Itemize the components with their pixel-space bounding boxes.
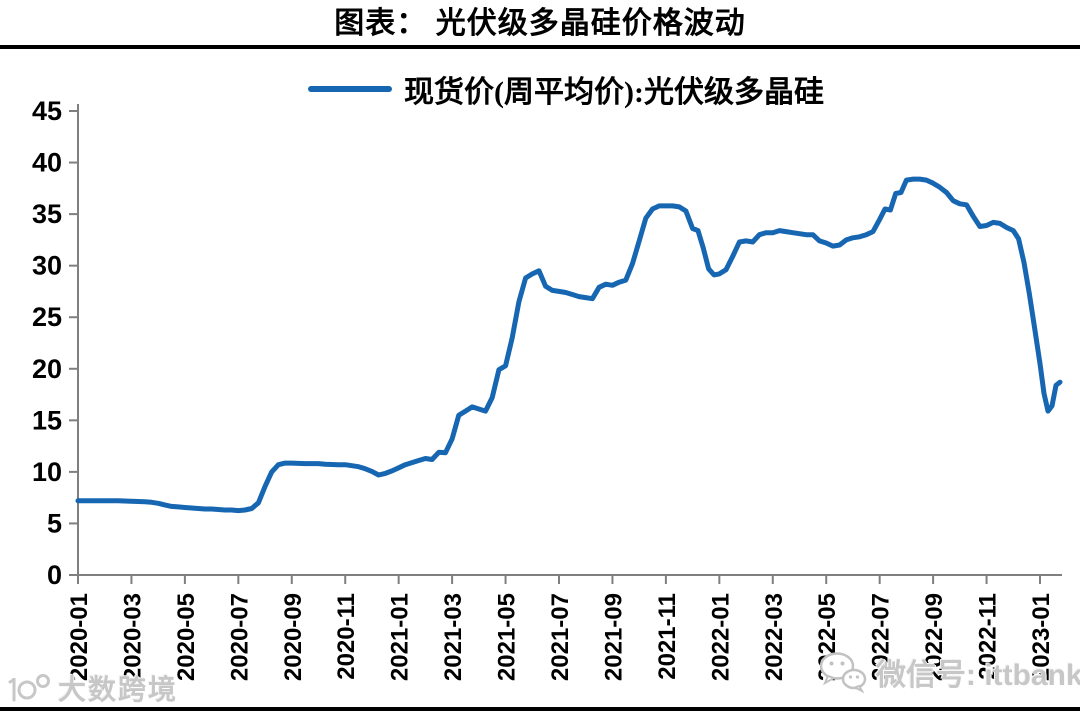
x-tick-label: 2020-05 (173, 593, 200, 681)
x-tick-label: 2021-05 (494, 593, 521, 681)
x-tick-label: 2021-01 (387, 593, 414, 681)
top-divider (0, 45, 1080, 49)
x-tick-label: 2020-01 (66, 593, 93, 681)
x-tick-label: 2020-03 (119, 593, 146, 681)
watermark-right: 微信号: ittbank (818, 650, 1080, 694)
y-tick-label: 5 (47, 508, 62, 538)
x-tick-label: 2021-07 (547, 593, 574, 681)
y-tick-label: 35 (32, 199, 62, 229)
x-tick-label: 2020-09 (280, 593, 307, 681)
bottom-divider (0, 707, 1080, 711)
legend-label: 现货价(周平均价):光伏级多晶硅 (404, 76, 824, 109)
y-tick-label: 10 (32, 457, 62, 487)
x-tick-label: 2020-07 (226, 593, 253, 681)
x-tick-label: 2020-11 (333, 593, 360, 680)
legend-line-swatch (308, 86, 392, 92)
y-tick-label: 15 (32, 405, 62, 435)
y-tick-label: 20 (32, 354, 62, 384)
x-tick-label: 2022-11 (975, 593, 1002, 680)
price-line (75, 176, 1063, 514)
x-tick-label: 2021-09 (600, 593, 627, 681)
y-tick-label: 40 (32, 148, 62, 178)
x-tick-label: 2021-03 (440, 593, 467, 681)
y-tick-label: 25 (32, 302, 62, 332)
wechat-icon (819, 652, 867, 693)
x-tick-label: 2023-01 (1028, 593, 1055, 681)
watermark-right-text: 微信号: ittbank (876, 659, 1080, 692)
dashu-logo-icon (8, 674, 50, 702)
x-tick-label: 2022-07 (868, 593, 895, 681)
watermark-left: 大数跨境 (6, 668, 178, 708)
x-tick-label: 2021-11 (654, 593, 681, 680)
x-tick-label: 2022-03 (761, 593, 788, 681)
x-tick-label: 2022-09 (921, 593, 948, 681)
watermark-left-text: 大数跨境 (58, 674, 179, 705)
y-tick-label: 30 (32, 251, 62, 281)
page-title: 图表： 光伏级多晶硅价格波动 (334, 7, 746, 40)
y-tick-label: 45 (32, 96, 62, 126)
legend: 现货价(周平均价):光伏级多晶硅 (0, 70, 1080, 109)
x-tick-label: 2022-01 (707, 593, 734, 681)
y-tick-label: 0 (47, 560, 62, 590)
